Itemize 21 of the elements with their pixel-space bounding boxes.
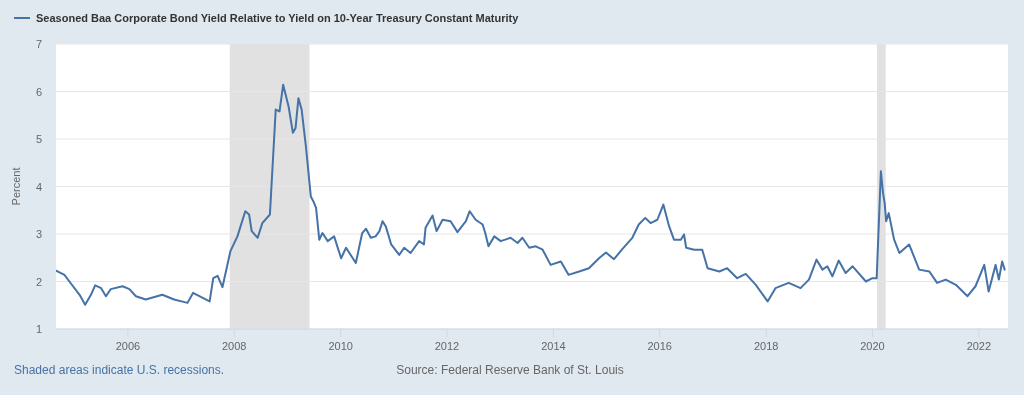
x-tick-label: 2006 [115, 340, 141, 352]
source-note: Source: Federal Reserve Bank of St. Louis [396, 363, 624, 377]
x-tick-label: 2018 [753, 340, 779, 352]
x-tick-label: 2008 [221, 340, 247, 352]
y-tick-label: 7 [35, 38, 42, 50]
y-tick-label: 3 [35, 228, 42, 240]
y-axis-title: Percent [10, 167, 22, 206]
legend-label: Seasoned Baa Corporate Bond Yield Relative to Yield on 10-Year Treasury Constant Maturity [36, 12, 520, 24]
x-tick-label: 2016 [647, 340, 672, 352]
line-series [56, 83, 1006, 306]
y-tick-label: 4 [35, 180, 42, 193]
x-tick-label: 2014 [541, 340, 566, 352]
y-tick-label: 6 [35, 85, 42, 98]
y-tick-label: 5 [35, 133, 42, 145]
x-tick-label: 2012 [434, 340, 460, 352]
text: Shaded areas indicate U.S. recessions. [14, 363, 225, 377]
y-tick-label: 1 [35, 323, 42, 335]
y-tick-label: 2 [35, 275, 42, 288]
x-tick-label: 2022 [966, 340, 992, 352]
x-tick-label: 2020 [860, 340, 885, 352]
x-tick-label: 2010 [328, 340, 353, 352]
